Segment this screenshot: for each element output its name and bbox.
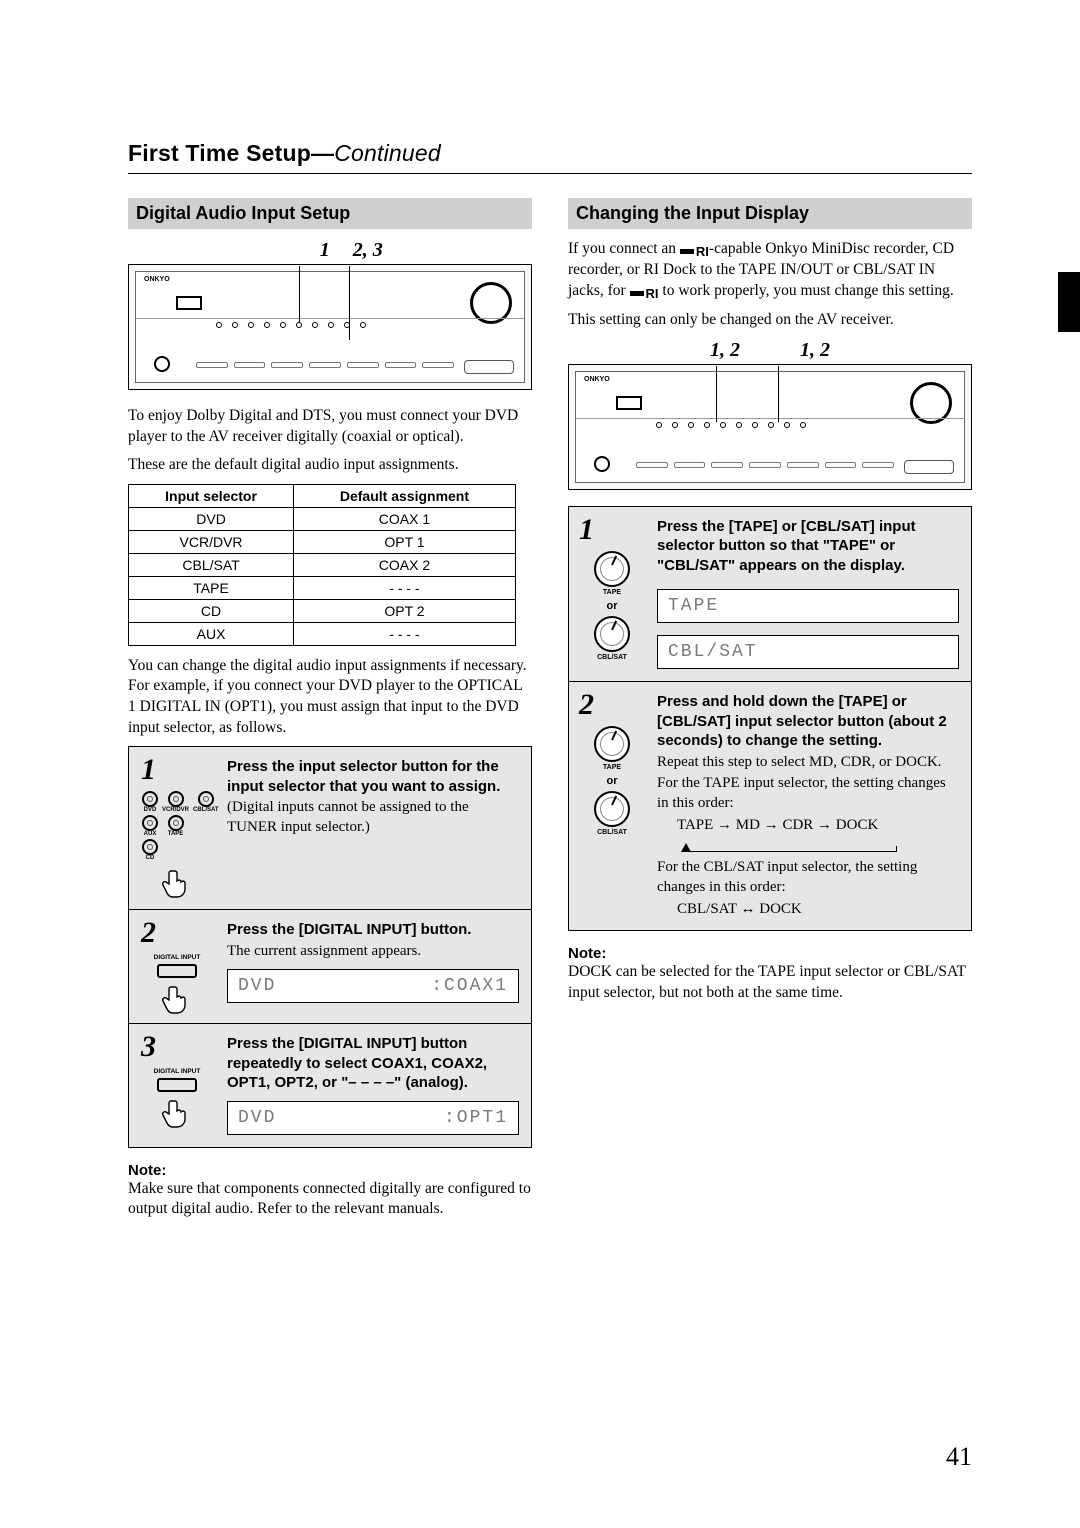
left-note-header: Note: [128, 1162, 532, 1179]
lcd-left: DVD [238, 1108, 276, 1128]
cblsat-knob-icon [594, 616, 630, 652]
title-continued: Continued [334, 140, 441, 166]
lcd-tape: TAPE [657, 589, 959, 623]
left-note-body: Make sure that components connected digi… [128, 1179, 532, 1220]
page-title: First Time Setup—Continued [128, 140, 972, 174]
receiver-front-diagram-left: ONKYO [128, 264, 532, 390]
table-row: DVDCOAX 1 [129, 507, 516, 530]
right-intro-2: This setting can only be changed on the … [568, 310, 972, 331]
hand-icon [161, 983, 193, 1015]
hand-icon [161, 867, 193, 899]
title-main: First Time Setup [128, 140, 311, 166]
step-lead: Press and hold down the [TAPE] or [CBL/S… [657, 692, 959, 751]
input-selector-icon: DVD VCR/DVR CBL/SAT AUX TAPE CD [142, 791, 212, 901]
right-intro-1: If you connect an RI-capable Onkyo MiniD… [568, 239, 972, 302]
left-intro-1: To enjoy Dolby Digital and DTS, you must… [128, 406, 532, 447]
left-intro-3: You can change the digital audio input a… [128, 656, 532, 738]
digital-input-button-icon: DIGITAL INPUT [142, 954, 212, 1015]
right-note-header: Note: [568, 945, 972, 962]
step-number: 2 [579, 690, 594, 720]
ri-icon: RI [680, 243, 709, 260]
right-note-body: DOCK can be selected for the TAPE input … [568, 962, 972, 1003]
cblsat-sequence: CBL/SAT ↔ DOCK [677, 901, 959, 918]
assignment-table: Input selector Default assignment DVDCOA… [128, 484, 516, 646]
hand-icon [161, 1097, 193, 1129]
lcd-cblsat: CBL/SAT [657, 635, 959, 669]
receiver-front-diagram-right: ONKYO [568, 364, 972, 490]
tape-knob-icon [594, 551, 630, 587]
callout-12b: 1, 2 [800, 339, 830, 362]
lcd-right: :OPT1 [444, 1108, 508, 1128]
step-number: 1 [579, 515, 594, 545]
right-section-header: Changing the Input Display [568, 198, 972, 229]
callout-12a: 1, 2 [710, 339, 740, 362]
left-step-1: 1 DVD VCR/DVR CBL/SAT AUX TAPE CD [129, 747, 531, 909]
ri-icon: RI [630, 285, 659, 302]
page-number: 41 [946, 1442, 972, 1472]
left-steps-box: 1 DVD VCR/DVR CBL/SAT AUX TAPE CD [128, 746, 532, 1148]
step-number: 2 [141, 918, 156, 948]
step-lead: Press the [DIGITAL INPUT] button. [227, 920, 519, 940]
right-step-2: 2 TAPE or CBL/SAT Press and hold down th… [569, 681, 971, 930]
table-row: TAPE- - - - [129, 576, 516, 599]
right-steps-box: 1 TAPE or CBL/SAT Press the [TAPE] or [C… [568, 506, 972, 932]
step-sub-2: For the TAPE input selector, the setting… [657, 774, 959, 813]
digital-input-button-icon: DIGITAL INPUT [142, 1068, 212, 1129]
table-row: CBL/SATCOAX 2 [129, 553, 516, 576]
title-sep: — [311, 140, 334, 166]
step-sub: (Digital inputs cannot be assigned to th… [227, 798, 519, 837]
left-column: Digital Audio Input Setup 1 2, 3 ONKYO [128, 198, 532, 1228]
step-lead: Press the input selector button for the … [227, 757, 519, 796]
step-lead: Press the [TAPE] or [CBL/SAT] input sele… [657, 517, 959, 576]
callout-23: 2, 3 [353, 239, 474, 262]
left-step-2: 2 DIGITAL INPUT Press the [DIGITAL INPUT… [129, 909, 531, 1023]
right-step-1: 1 TAPE or CBL/SAT Press the [TAPE] or [C… [569, 507, 971, 682]
table-row: AUX- - - - [129, 622, 516, 645]
right-column: Changing the Input Display If you connec… [568, 198, 972, 1228]
page-content: First Time Setup—Continued Digital Audio… [0, 0, 1080, 1288]
cblsat-label: CBL/SAT [597, 654, 627, 661]
loop-arrow-icon [677, 836, 897, 852]
step-lead: Press the [DIGITAL INPUT] button repeate… [227, 1034, 519, 1093]
table-header-input: Input selector [129, 484, 294, 507]
tape-knob-icon [594, 726, 630, 762]
tape-sequence: TAPE → MD → CDR → DOCK [677, 817, 959, 834]
lcd-display: DVD :OPT1 [227, 1101, 519, 1135]
table-row: CDOPT 2 [129, 599, 516, 622]
step-sub: The current assignment appears. [227, 942, 519, 962]
edge-tab [1058, 272, 1080, 332]
step-number: 1 [141, 755, 156, 785]
callout-1: 1 [186, 239, 348, 262]
cblsat-knob-icon [594, 791, 630, 827]
left-intro-2: These are the default digital audio inpu… [128, 455, 532, 476]
right-callouts: 1, 2 1, 2 [568, 339, 972, 362]
tape-label: TAPE [603, 589, 621, 596]
lcd-display: DVD :COAX1 [227, 969, 519, 1003]
left-step-3: 3 DIGITAL INPUT Press the [DIGITAL INPUT… [129, 1023, 531, 1147]
left-callouts: 1 2, 3 [128, 239, 532, 262]
left-section-header: Digital Audio Input Setup [128, 198, 532, 229]
or-label: or [607, 600, 618, 612]
table-header-default: Default assignment [294, 484, 516, 507]
tape-label: TAPE [603, 764, 621, 771]
cblsat-label: CBL/SAT [597, 829, 627, 836]
step-number: 3 [141, 1032, 156, 1062]
or-label: or [607, 775, 618, 787]
table-row: VCR/DVROPT 1 [129, 530, 516, 553]
lcd-left: DVD [238, 976, 276, 996]
step-sub-3: For the CBL/SAT input selector, the sett… [657, 858, 959, 897]
step-sub-1: Repeat this step to select MD, CDR, or D… [657, 753, 959, 773]
lcd-right: :COAX1 [431, 976, 508, 996]
